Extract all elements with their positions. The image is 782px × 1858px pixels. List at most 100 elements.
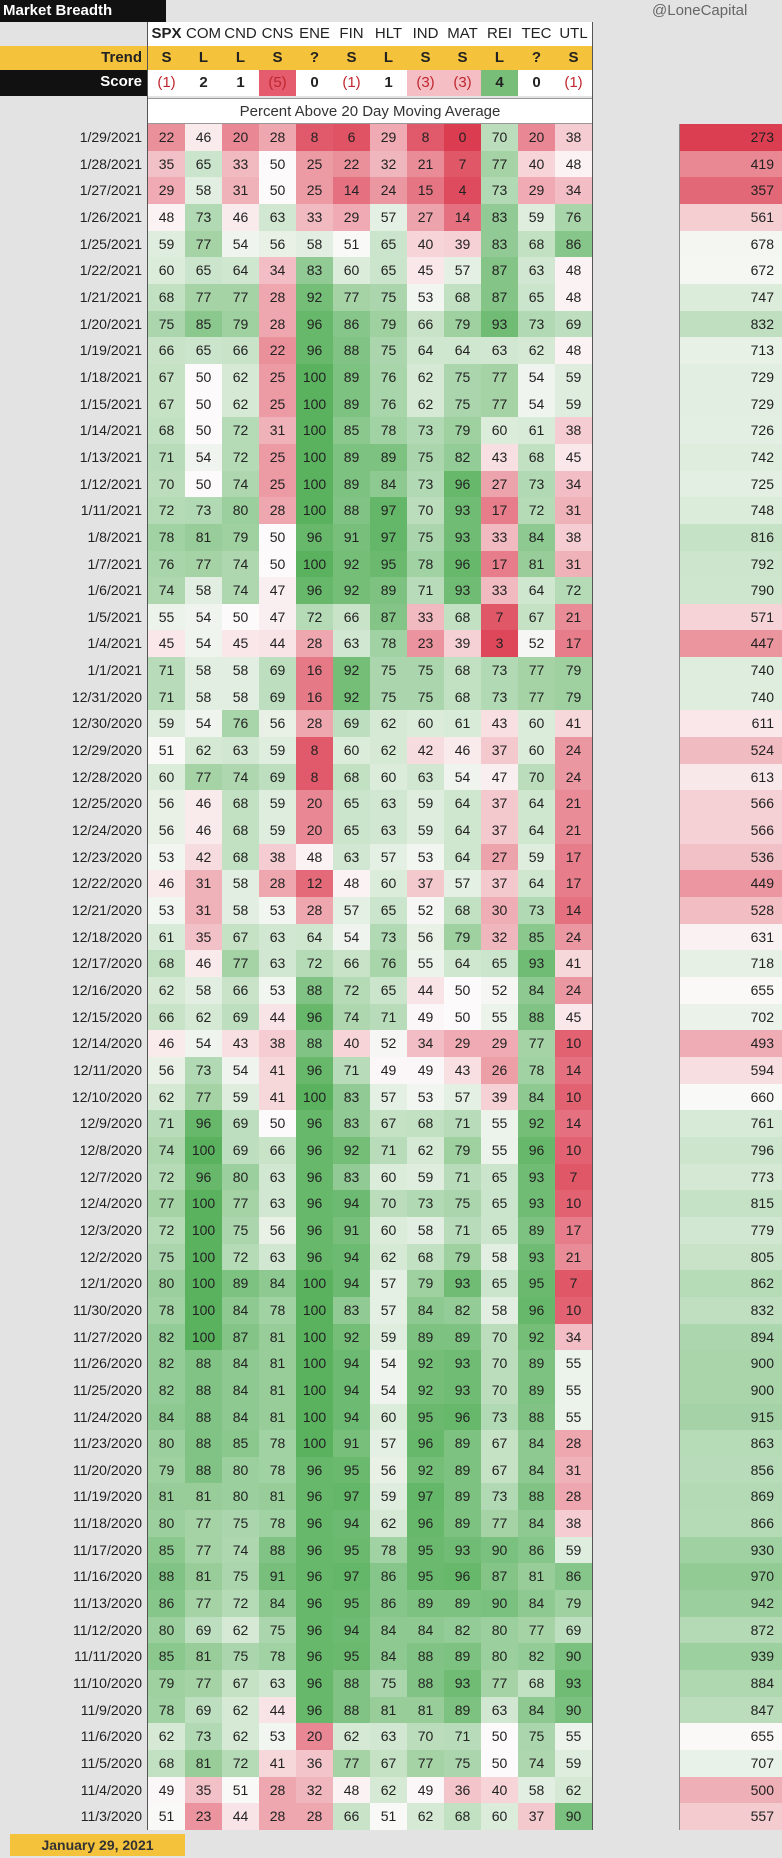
breadth-cell: 100 (185, 1190, 222, 1217)
score-cell: (5) (259, 70, 296, 96)
breadth-cell: 29 (481, 1030, 518, 1057)
row-total: 557 (680, 1803, 782, 1830)
row-date: 1/12/2021 (79, 475, 142, 492)
footer-date: January 29, 2021 (10, 1834, 185, 1856)
breadth-cell: 86 (555, 230, 592, 258)
breadth-cell: 82 (444, 1616, 481, 1644)
breadth-cell: 63 (259, 1670, 296, 1697)
breadth-cell: 75 (222, 1510, 259, 1537)
breadth-cell: 82 (518, 1643, 555, 1671)
breadth-cell: 94 (333, 1243, 370, 1271)
breadth-cell: 84 (518, 1456, 555, 1484)
breadth-cell: 65 (370, 897, 407, 924)
breadth-cell: 47 (259, 603, 296, 631)
breadth-cell: 65 (185, 337, 222, 364)
trend-cell: S (161, 49, 172, 66)
breadth-cell: 93 (444, 1536, 481, 1564)
breadth-cell: 8 (296, 737, 333, 764)
breadth-cell: 71 (370, 1003, 407, 1031)
column-header: UTL (559, 25, 588, 42)
breadth-cell: 59 (148, 710, 185, 738)
breadth-cell: 44 (259, 1003, 296, 1031)
breadth-cell: 88 (148, 1563, 185, 1591)
breadth-cell: 63 (259, 203, 296, 231)
breadth-cell: 96 (296, 1003, 333, 1031)
breadth-cell: 34 (259, 257, 296, 284)
breadth-cell: 79 (444, 923, 481, 951)
column-header: ENE (299, 25, 330, 42)
breadth-cell: 87 (481, 283, 518, 311)
breadth-cell: 70 (370, 1190, 407, 1217)
breadth-cell: 54 (185, 710, 222, 738)
breadth-cell: 47 (259, 577, 296, 604)
breadth-cell: 73 (185, 1723, 222, 1751)
breadth-cell: 51 (370, 1803, 407, 1830)
breadth-cell: 62 (148, 977, 185, 1004)
breadth-cell: 93 (555, 1670, 592, 1697)
breadth-cell: 90 (555, 1696, 592, 1724)
breadth-cell: 89 (444, 1590, 481, 1617)
breadth-cell: 78 (259, 1456, 296, 1484)
breadth-cell: 29 (333, 203, 370, 231)
breadth-cell: 58 (185, 977, 222, 1004)
breadth-cell: 97 (333, 1483, 370, 1511)
breadth-cell: 100 (296, 1350, 333, 1377)
row-date: 11/25/2020 (72, 1381, 142, 1398)
total-left-border (679, 124, 680, 1830)
breadth-cell: 91 (333, 523, 370, 551)
breadth-cell: 96 (444, 470, 481, 498)
breadth-cell: 100 (185, 1216, 222, 1244)
row-date: 12/29/2020 (71, 742, 142, 759)
breadth-cell: 95 (333, 1456, 370, 1484)
breadth-cell: 86 (370, 1563, 407, 1591)
breadth-cell: 62 (222, 1696, 259, 1724)
breadth-cell: 72 (222, 417, 259, 444)
breadth-cell: 62 (185, 737, 222, 764)
breadth-cell: 81 (259, 1376, 296, 1404)
row-date: 11/19/2020 (72, 1488, 142, 1505)
breadth-cell: 100 (296, 443, 333, 471)
breadth-cell: 74 (333, 1003, 370, 1031)
score-cell: 2 (185, 70, 222, 96)
row-total: 702 (680, 1003, 782, 1031)
breadth-cell: 50 (481, 1750, 518, 1777)
row-total: 631 (680, 923, 782, 951)
breadth-cell: 58 (185, 683, 222, 711)
breadth-cell: 54 (333, 923, 370, 951)
breadth-cell: 89 (518, 1216, 555, 1244)
breadth-cell: 57 (444, 1083, 481, 1111)
breadth-cell: 75 (407, 657, 444, 684)
breadth-cell: 100 (296, 1270, 333, 1297)
breadth-cell: 74 (148, 1136, 185, 1164)
row-total: 611 (680, 710, 782, 738)
breadth-cell: 57 (370, 1270, 407, 1297)
breadth-cell: 7 (444, 150, 481, 178)
breadth-cell: 90 (555, 1643, 592, 1671)
breadth-cell: 89 (333, 363, 370, 391)
row-total: 930 (680, 1536, 782, 1564)
row-total: 862 (680, 1270, 782, 1297)
breadth-cell: 54 (370, 1350, 407, 1377)
breadth-cell: 81 (518, 1563, 555, 1591)
breadth-cell: 64 (444, 790, 481, 818)
breadth-cell: 96 (296, 1590, 333, 1617)
row-total: 970 (680, 1563, 782, 1591)
breadth-cell: 69 (222, 1110, 259, 1137)
breadth-cell: 76 (555, 203, 592, 231)
breadth-cell: 96 (518, 1136, 555, 1164)
breadth-cell: 49 (407, 1003, 444, 1031)
row-total: 655 (680, 1723, 782, 1751)
breadth-cell: 64 (518, 577, 555, 604)
breadth-cell: 66 (148, 337, 185, 364)
breadth-cell: 58 (481, 1296, 518, 1324)
breadth-cell: 81 (185, 1563, 222, 1591)
score-cell: (3) (444, 70, 481, 96)
breadth-cell: 56 (259, 230, 296, 258)
breadth-cell: 96 (296, 577, 333, 604)
column-header-row (148, 22, 592, 46)
breadth-cell: 92 (518, 1323, 555, 1351)
breadth-cell: 68 (148, 950, 185, 977)
breadth-cell: 33 (407, 603, 444, 631)
breadth-cell: 92 (407, 1376, 444, 1404)
breadth-cell: 54 (185, 443, 222, 471)
